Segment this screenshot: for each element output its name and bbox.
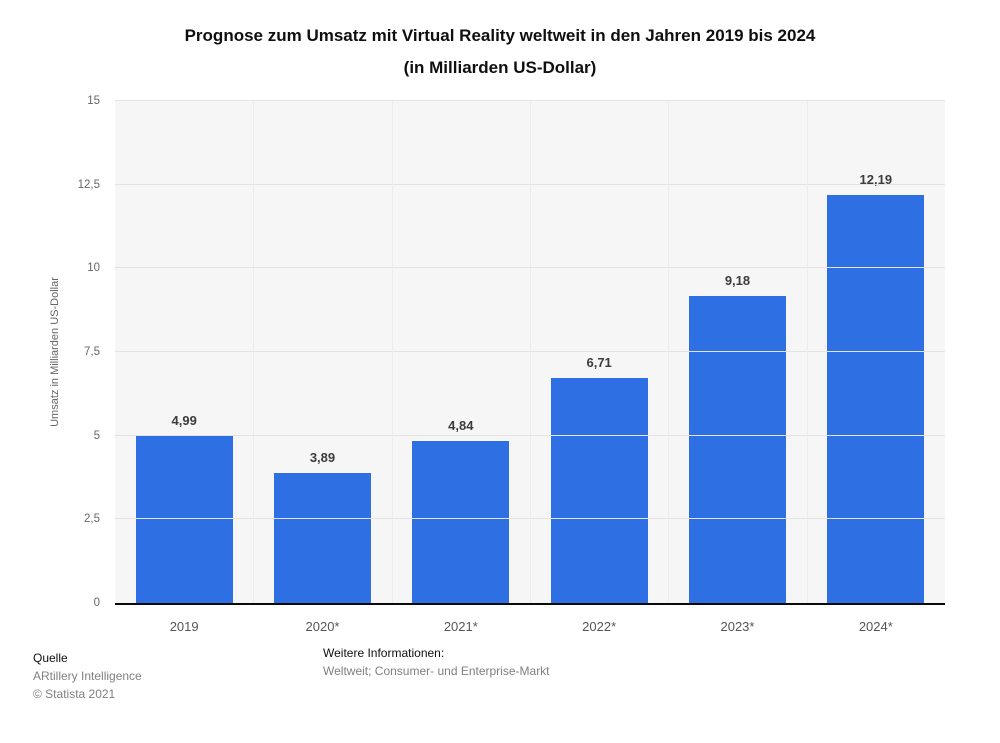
- x-tick-label: 2022*: [582, 619, 617, 634]
- bar-slot: 6,71: [530, 101, 668, 603]
- chart-title-line1: Prognose zum Umsatz mit Virtual Reality …: [184, 26, 816, 45]
- x-tick-label: 2019: [169, 619, 199, 634]
- footer-info-block: Weitere Informationen: Weltweit; Consume…: [323, 646, 550, 682]
- bar-value-label: 9,18: [724, 272, 751, 288]
- y-tick-label: 12,5: [77, 178, 100, 191]
- bar-value-label: 3,89: [309, 449, 336, 465]
- bar-slot: 4,99: [115, 101, 253, 603]
- y-tick-label: 15: [87, 95, 100, 107]
- bar-value-label: 12,19: [859, 172, 893, 188]
- info-label: Weitere Informationen:: [323, 646, 445, 660]
- vertical-gridline: [253, 101, 255, 603]
- y-tick-label: 0: [93, 597, 100, 609]
- y-axis-ticks: 0 2,5 5 7,5 10 12,5 15: [0, 95, 100, 609]
- bar-slot: 4,84: [392, 101, 530, 603]
- bar: [689, 295, 786, 603]
- y-tick-label: 10: [87, 262, 100, 275]
- source-label: Quelle: [33, 651, 68, 665]
- chart-title: Prognose zum Umsatz mit Virtual Reality …: [0, 20, 1000, 84]
- x-tick-label: 2020*: [305, 619, 340, 634]
- footer-source-block: Quelle ARtillery Intelligence © Statista…: [33, 651, 142, 705]
- bar: [412, 441, 510, 603]
- bar-value-label: 4,99: [171, 413, 197, 429]
- vertical-gridline: [391, 101, 393, 603]
- bar-value-label: 6,71: [586, 355, 612, 371]
- bar: [274, 472, 371, 603]
- copyright-text: © Statista 2021: [33, 687, 116, 701]
- y-tick-label: 7,5: [84, 346, 100, 358]
- x-axis: 2019 2020* 2021* 2022* 2023* 2024*: [115, 611, 945, 634]
- bar-slot: 9,18: [668, 101, 806, 603]
- bar-slot: 12,19: [807, 101, 945, 603]
- source-name: ARtillery Intelligence: [33, 669, 142, 683]
- chart-title-line2: (in Milliarden US-Dollar): [403, 58, 597, 77]
- bars: 4,99 3,89 4,84 6,71 9,18 12,19: [115, 101, 945, 603]
- gridline: [115, 100, 945, 101]
- bar: [550, 378, 648, 603]
- plot-area: 4,99 3,89 4,84 6,71 9,18 12,19: [115, 100, 945, 605]
- bar: [827, 195, 925, 603]
- x-tick-label: 2021*: [443, 619, 478, 634]
- y-tick-label: 2,5: [84, 513, 100, 526]
- bar-slot: 3,89: [253, 101, 391, 603]
- bar-value-label: 4,84: [448, 418, 474, 434]
- vertical-gridline: [668, 101, 670, 603]
- x-tick-label: 2023*: [720, 619, 755, 634]
- vertical-gridline: [806, 101, 808, 603]
- vertical-gridline: [530, 101, 531, 603]
- bar: [135, 436, 233, 603]
- x-tick-label: 2024*: [858, 619, 893, 634]
- info-text: Weltweit; Consumer- und Enterprise-Markt: [323, 664, 550, 678]
- y-tick-label: 5: [93, 429, 100, 442]
